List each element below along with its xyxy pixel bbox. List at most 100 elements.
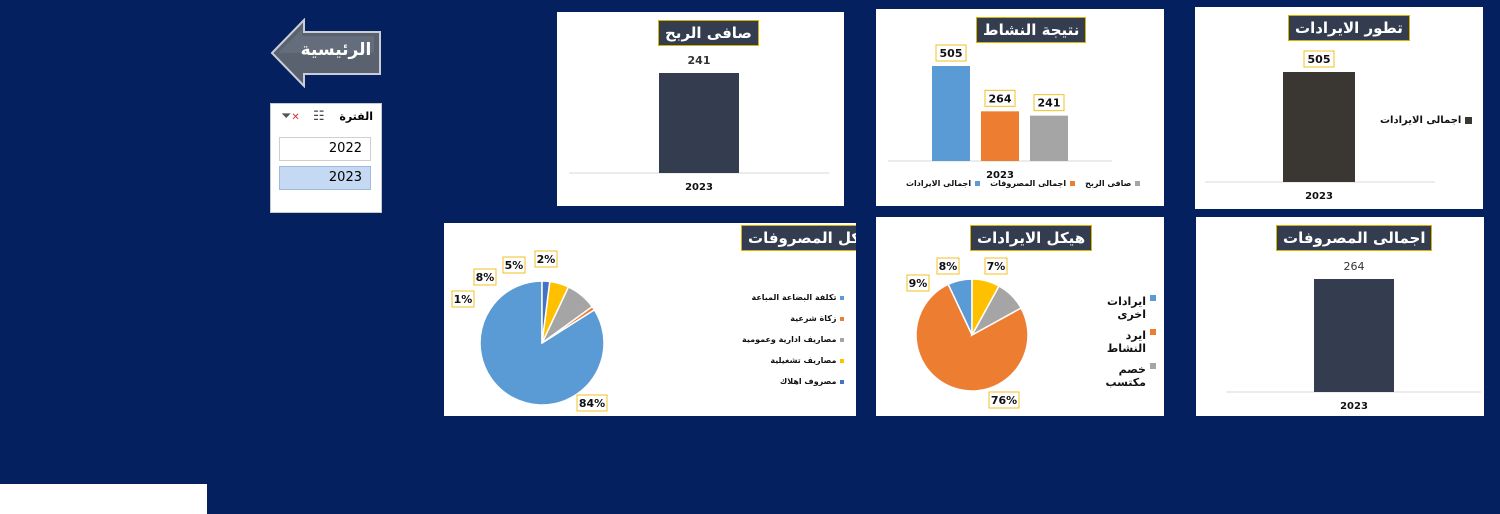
legend-label: مصاريف تشغيلية: [770, 356, 837, 365]
pie-slice-1: [915, 283, 1029, 392]
net-profit-plot: 241 2023: [569, 54, 829, 193]
legend-label: ايرد النشاط: [1106, 329, 1146, 355]
legend-swatch: [840, 358, 845, 363]
legend-label: اجمالى المصروفات: [990, 179, 1067, 188]
x-tick-label: 2023: [986, 170, 1014, 181]
legend-label: صافى الربح: [1085, 179, 1132, 188]
home-button-label[interactable]: الرئيسية: [300, 40, 372, 60]
slicer-title: الفترة: [339, 110, 373, 123]
legend-item: تكلفة البضاعة المباعة: [742, 287, 845, 308]
slice-label-box: [534, 250, 558, 268]
slice-label-box: [984, 257, 1008, 275]
legend-item: صافى الربح: [1085, 179, 1141, 188]
data-label: 264: [1344, 260, 1365, 273]
chart-title: نتيجة النشاط: [976, 17, 1087, 43]
legend-item: اجمالى الايرادات: [1380, 115, 1473, 126]
slice-label: 8%: [939, 260, 958, 273]
activity-result-plot: 505 264 241 2023: [888, 44, 1112, 181]
x-tick-label: 2023: [1340, 401, 1368, 412]
legend-label: مصاريف ادارية وعمومية: [742, 335, 837, 344]
legend-swatch: [840, 316, 845, 321]
legend-item: ايرد النشاط: [1106, 329, 1156, 355]
data-label-box: [984, 89, 1016, 107]
data-label-box: [1303, 50, 1335, 68]
revenue-structure-pie: 7% 76% 9% 8%: [906, 257, 1029, 409]
chart-title: صافى الربح: [658, 20, 759, 46]
legend-swatch: [1070, 181, 1076, 186]
slice-label: 9%: [909, 277, 928, 290]
legend-item: خصم مكتسب: [1105, 363, 1156, 389]
data-label: 505: [940, 47, 963, 60]
data-label: 264: [989, 92, 1012, 105]
legend-label: مصروف اهلاك: [779, 377, 837, 386]
data-label-box: [935, 44, 967, 62]
legend-label: اجمالى الايرادات: [1380, 115, 1462, 126]
legend-label: ايرادات اخرى: [1107, 295, 1146, 321]
revenue-legend: ايرادات اخرى ايرد النشاط خصم مكتسب: [1105, 295, 1156, 397]
slice-label: 7%: [987, 260, 1006, 273]
bar-1: [981, 111, 1019, 161]
slice-label-box: [473, 268, 497, 286]
bar-2: [1030, 115, 1068, 161]
legend-swatch: [1150, 295, 1156, 301]
activity-result-chart: نتيجة النشاط 505 264 241 2023 صافى الربح اجم…: [876, 9, 1164, 206]
slice-label: 76%: [991, 394, 1017, 407]
slicer-item-2023[interactable]: 2023: [279, 166, 371, 190]
legend-swatch: [1465, 117, 1473, 124]
legend-swatch: [1150, 329, 1156, 335]
expense-legend: تكلفة البضاعة المباعة زكاة شرعية مصاريف اد…: [742, 287, 845, 392]
total-expenses-plot: 264 2023: [1226, 260, 1481, 412]
multi-select-icon[interactable]: ☷: [313, 109, 325, 124]
legend-swatch: [975, 181, 981, 186]
revenue-trend-chart: تطور الايرادات 505 2023 اجمالى الايرادات: [1195, 7, 1483, 209]
home-arrow-button[interactable]: [270, 18, 382, 88]
legend-swatch: [1135, 181, 1141, 186]
legend-swatch: [840, 379, 845, 384]
data-label: 241: [1038, 97, 1061, 110]
pie-slice-3: [971, 278, 1000, 336]
revenue-structure-chart: هيكل الايرادات 7% 76% 9% 8% ايرادات اخرى اير…: [876, 217, 1164, 416]
legend-swatch: [840, 337, 845, 342]
legend-item: زكاة شرعية: [742, 308, 845, 329]
chart-title: اجمالى المصروفات: [1276, 225, 1433, 251]
slicer-item-2022[interactable]: 2022: [279, 137, 371, 161]
data-label-box: [1033, 94, 1065, 112]
data-label: 505: [1308, 53, 1331, 66]
slice-label-box: [576, 394, 608, 412]
expense-structure-chart: هيكل المصروفات 84% 1%8% 5% 2% تكلفة البضاعة…: [444, 223, 856, 416]
slice-label-box: [502, 256, 526, 274]
net-profit-chart: صافى الربح 241 2023: [557, 12, 844, 206]
chart-title: هيكل المصروفات: [741, 225, 856, 251]
blank-area: [0, 484, 207, 514]
chart-title: هيكل الايرادات: [970, 225, 1093, 251]
legend-item: ايرادات اخرى: [1107, 295, 1156, 321]
legend-item: مصاريف ادارية وعمومية: [742, 329, 845, 350]
legend-label: تكلفة البضاعة المباعة: [751, 293, 837, 302]
clear-filter-icon[interactable]: ⏷✕: [281, 109, 300, 124]
bar-2023: [1283, 72, 1355, 182]
slice-label-box: [988, 391, 1020, 409]
revenue-trend-legend: اجمالى الايرادات: [1380, 115, 1473, 126]
slice-label: 8%: [476, 271, 495, 284]
expense-structure-pie: 84% 1%8% 5% 2%: [451, 250, 608, 412]
legend-item: اجمالى المصروفات: [990, 179, 1076, 188]
bar-2023: [659, 73, 739, 173]
slice-label: 5%: [505, 259, 524, 272]
pie-slice-4: [541, 280, 551, 344]
slice-label-box: [451, 290, 475, 308]
legend-label: زكاة شرعية: [790, 314, 837, 323]
period-slicer: الفترة ☷ ⏷✕ 2022 2023: [270, 103, 382, 213]
slice-label-box: [906, 274, 930, 292]
legend-swatch: [1150, 363, 1156, 369]
chart-title: تطور الايرادات: [1288, 15, 1410, 41]
legend-swatch: [840, 295, 845, 300]
x-tick-label: 2023: [1305, 191, 1333, 202]
data-label: 241: [688, 54, 711, 67]
slice-label: 1%: [454, 293, 473, 306]
legend-label: اجمالى الايرادات: [906, 179, 972, 188]
slice-label-box: [936, 257, 960, 275]
bar-2023: [1314, 279, 1394, 392]
activity-legend: صافى الربح اجمالى المصروفات اجمالى الايراد…: [906, 179, 1141, 188]
slice-label: 2%: [537, 253, 556, 266]
legend-item: اجمالى الايرادات: [906, 179, 981, 188]
